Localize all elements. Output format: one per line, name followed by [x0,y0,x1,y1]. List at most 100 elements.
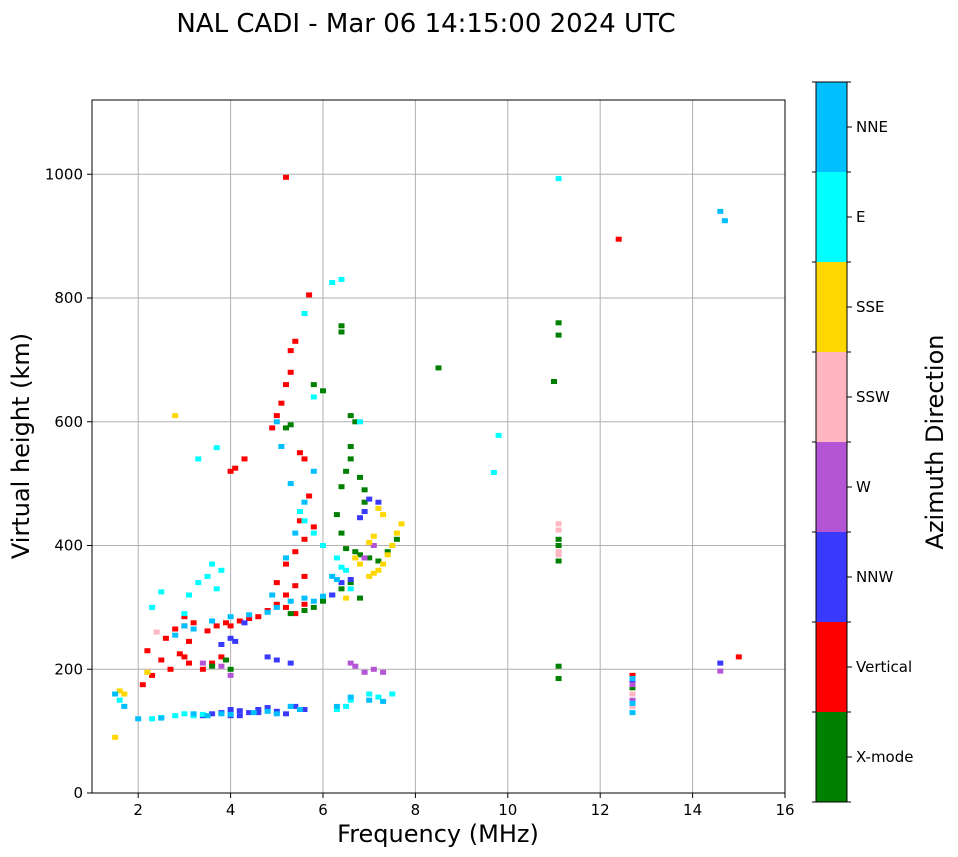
data-point [717,660,724,666]
data-point [264,609,271,615]
data-point [296,509,303,514]
data-point [629,710,636,716]
x-tick-label: 6 [318,801,328,819]
data-point [213,586,220,592]
data-point [204,573,211,579]
series-e [116,176,562,722]
data-point [352,419,359,425]
data-point [181,614,188,620]
data-point [343,546,350,552]
data-point [199,666,206,672]
data-point [292,611,299,617]
data-point [380,669,387,675]
data-point [555,332,562,338]
x-tick-label: 14 [683,801,702,819]
data-point [218,567,225,573]
data-point [393,530,400,536]
data-point [264,654,271,660]
data-point [301,608,308,613]
data-point [310,382,317,388]
data-point [246,616,253,621]
data-point [629,685,636,691]
data-point [292,338,299,344]
data-point [209,561,216,567]
data-point [227,672,234,678]
data-point [555,676,562,681]
data-point [135,716,142,722]
data-point [735,654,742,660]
data-point [329,573,336,579]
data-point [283,604,289,610]
data-point [357,595,363,601]
data-point [555,549,562,555]
data-point [236,713,243,719]
data-point [329,280,336,285]
data-point [287,703,294,709]
colorbar-tick-label: SSW [856,388,890,406]
data-point [186,638,192,644]
colorbar-tick-label: E [856,208,865,226]
data-point [555,320,562,326]
data-point [227,614,234,620]
data-point [333,577,340,582]
data-point [172,413,179,419]
data-point [218,654,225,660]
data-point [721,218,728,224]
data-point [551,379,557,384]
x-axis: 2 4 6 8 10 12 14 16 [133,793,795,819]
y-tick-label: 0 [73,784,83,802]
data-point [199,711,206,717]
data-point [352,555,359,561]
data-point [204,713,211,719]
data-point [384,552,391,558]
data-point [112,691,119,697]
y-tick-label: 600 [54,413,83,431]
data-point [333,703,340,709]
data-point [296,707,303,712]
data-point [287,660,294,666]
data-point [255,614,262,620]
data-point [357,561,363,567]
colorbar-label: Azimuth Direction [921,335,949,550]
data-point [273,413,280,419]
data-point [287,598,294,604]
data-point [352,663,359,669]
data-point [361,487,368,493]
data-point [347,697,354,703]
data-point [218,711,225,717]
data-point [190,711,197,717]
data-point [629,697,636,703]
data-point [195,456,202,462]
data-point [361,509,368,514]
data-point [333,707,340,712]
data-point [218,663,225,669]
data-point [306,493,313,499]
data-point [389,543,396,548]
data-point [555,521,562,527]
colorbar-tick-label: Vertical [856,658,912,676]
data-point [218,642,225,647]
data-point [112,734,119,740]
colorbar-segment [816,82,847,172]
data-point [375,567,382,573]
data-point [273,604,280,610]
data-point [227,623,234,629]
data-point [190,620,197,626]
data-point [172,632,179,638]
series-nne [112,208,728,722]
data-point [366,555,373,561]
data-point [555,536,562,542]
data-point [227,468,234,474]
data-point [375,505,382,511]
data-point [366,697,373,703]
plot-area [91,99,786,794]
colorbar-segment [816,442,847,532]
data-point [366,691,373,697]
data-point [555,543,562,548]
data-point [338,564,345,570]
data-point [329,592,336,598]
y-tick-label: 200 [54,660,83,678]
data-point [121,703,128,709]
data-point [343,567,350,573]
data-point [366,573,373,579]
